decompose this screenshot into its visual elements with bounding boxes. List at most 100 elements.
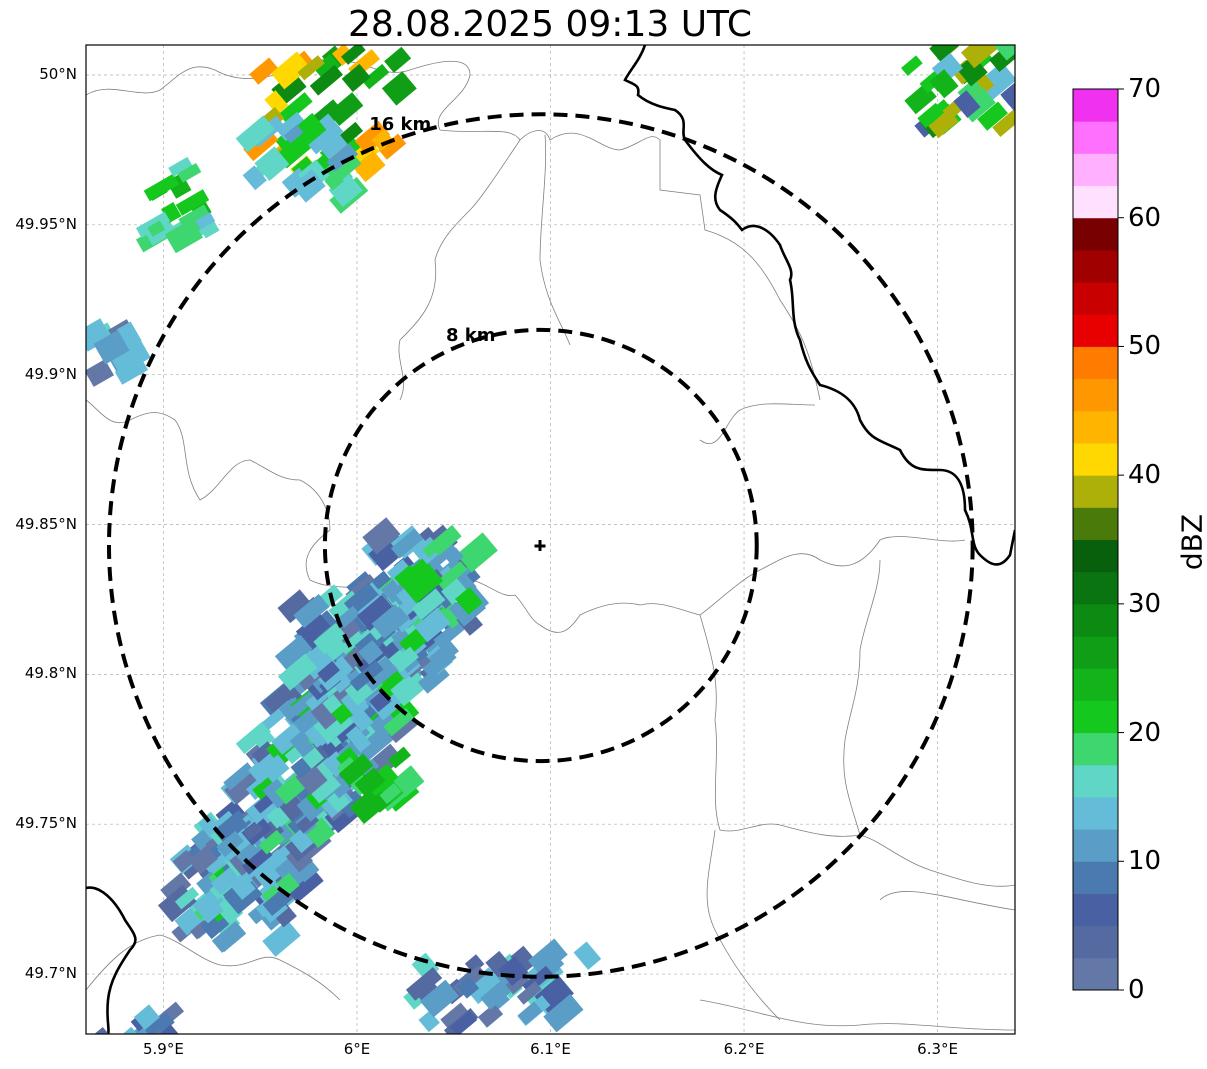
echo-cell (143, 173, 180, 202)
radar-site-marker (534, 540, 546, 551)
echo-cell (1000, 76, 1015, 112)
echo-cell (93, 329, 130, 365)
echo-cell (428, 524, 462, 556)
echo-cell (262, 919, 301, 957)
echo-cell (331, 672, 353, 694)
echo-cell (977, 101, 1008, 131)
echo-cell (354, 120, 391, 155)
colorbar-unit-label: dBZ (1175, 513, 1207, 571)
echo-cell (928, 109, 959, 139)
echo-cell (336, 605, 361, 628)
colorbar-segment (1073, 796, 1118, 830)
echo-cell (405, 967, 443, 1001)
echo-cell (328, 155, 362, 186)
echo-cell (249, 57, 279, 85)
echo-cell (251, 741, 275, 763)
echo-cell (419, 643, 457, 679)
echo-cell (147, 220, 166, 237)
echo-cell (953, 90, 981, 119)
echo-cell (390, 669, 429, 707)
echo-cell (270, 51, 311, 90)
echo-cell (114, 1026, 138, 1034)
echo-cell (168, 156, 193, 177)
echo-cell (992, 108, 1015, 138)
echo-cell (354, 767, 386, 798)
admin-borders (86, 58, 1015, 1031)
echo-cell (264, 90, 289, 115)
echo-cell (223, 762, 255, 791)
echo-cell (353, 150, 386, 183)
colorbar-segment (1073, 571, 1118, 605)
colorbar-tick-label: 60 (1128, 202, 1162, 233)
colorbar-segment (1073, 861, 1118, 894)
echo-cell (174, 886, 200, 910)
colorbar-segment (1073, 378, 1118, 412)
echo-cell (109, 338, 151, 376)
country-borders (86, 45, 1015, 1034)
colorbar-tick-label: 20 (1128, 717, 1162, 748)
colorbar-segment (1073, 732, 1118, 766)
colorbar-segment (1073, 121, 1118, 154)
echo-cell (275, 111, 307, 142)
range-ring-label: 8 km (446, 324, 496, 346)
echo-cell (310, 697, 343, 730)
echo-cell (401, 563, 444, 604)
echo-cell (929, 69, 953, 92)
echo-cell (378, 133, 407, 160)
echo-cell (450, 1010, 478, 1034)
echo-cell (390, 528, 424, 559)
echo-cell (328, 173, 363, 208)
echo-cell (288, 870, 324, 904)
echo-cell (241, 846, 273, 875)
lat-tick-label: 49.85°N (15, 514, 77, 533)
lat-tick-label: 49.7°N (24, 964, 77, 983)
echo-cell (386, 712, 420, 744)
echo-cell (274, 634, 313, 671)
echo-cell (338, 753, 374, 786)
echo-cell (277, 653, 318, 691)
colorbar-segment (1073, 764, 1118, 798)
lat-tick-label: 49.95°N (15, 214, 77, 233)
colorbar-segment (1073, 893, 1118, 927)
echo-cell (517, 1001, 543, 1025)
echo-cell (456, 976, 480, 999)
echo-cell (456, 532, 498, 573)
lat-tick-label: 49.9°N (24, 364, 77, 383)
echo-cell (436, 561, 468, 590)
radar-echoes (86, 45, 1015, 1034)
echo-cell (381, 71, 417, 106)
map-title: 28.08.2025 09:13 UTC (347, 4, 753, 45)
echo-cell (317, 660, 341, 683)
echo-cell (235, 115, 275, 153)
echo-cell (477, 1003, 504, 1028)
echo-cell (464, 967, 503, 1005)
colorbar-segment (1073, 249, 1118, 283)
echo-cell (411, 588, 446, 621)
colorbar (1073, 88, 1124, 991)
echo-cell (258, 829, 285, 855)
echo-cell (371, 570, 391, 590)
echo-cell (89, 1026, 116, 1034)
echo-cell (297, 55, 325, 81)
echo-cell (371, 129, 394, 152)
echo-cell (301, 113, 344, 155)
colorbar-tick-label: 30 (1128, 588, 1162, 619)
lon-tick-label: 6.2°E (723, 1040, 765, 1058)
echo-cell (419, 979, 460, 1018)
echo-cell (277, 589, 313, 624)
echo-cell (164, 218, 203, 254)
echo-cell (295, 859, 320, 883)
colorbar-segment (1073, 829, 1118, 862)
colorbar-segment (1073, 282, 1118, 315)
echo-cell (243, 821, 264, 841)
echo-cell (289, 828, 314, 854)
echo-cell (313, 622, 347, 656)
echo-cell (340, 688, 370, 719)
colorbar-tick-label: 50 (1128, 331, 1162, 362)
echo-cell (263, 680, 305, 721)
echo-cell (291, 169, 326, 203)
echo-cell (510, 945, 538, 974)
echo-cell (260, 754, 290, 783)
echo-cell (433, 616, 469, 650)
